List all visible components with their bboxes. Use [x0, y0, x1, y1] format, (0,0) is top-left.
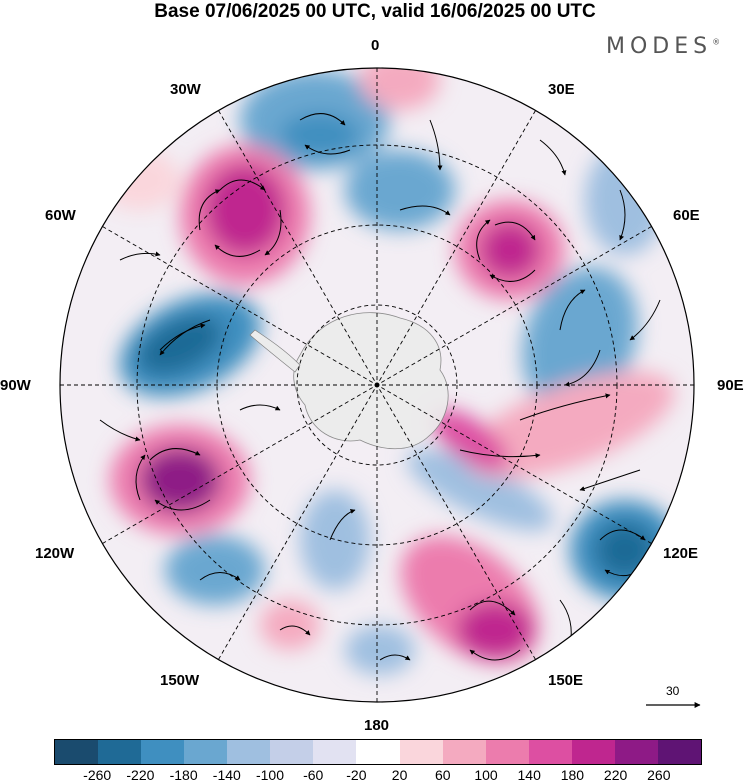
magenta-anomaly: [360, 68, 440, 110]
colorbar-swatch: [55, 740, 99, 764]
lon-label-150w: 150W: [160, 672, 200, 689]
lon-label-60e: 60E: [673, 207, 700, 224]
blue-anomaly: [137, 315, 223, 375]
blue-anomaly: [406, 449, 554, 531]
colorbar-tick-label: -140: [212, 767, 241, 783]
colorbar-tick-labels: -260 -220 -180 -140 -100 -60 -20 20 60 100 140 180 2…: [0, 767, 750, 783]
wind-vectors: [99, 113, 661, 661]
colorbar-swatch: [313, 740, 357, 764]
colorbar-tick-label: 20: [391, 767, 408, 783]
map-frame: [59, 67, 695, 703]
magenta-anomaly: [480, 222, 540, 278]
colorbar-tick-label: 140: [517, 767, 541, 783]
colorbar-swatch: [399, 740, 443, 764]
modes-logo: MODES®: [606, 34, 721, 59]
colorbar-tick-label: -20: [346, 767, 367, 783]
colorbar-tick-label: -260: [83, 767, 112, 783]
colorbar-tick-label: 180: [560, 767, 585, 783]
lon-label-90e: 90E: [717, 377, 744, 394]
blue-anomaly: [345, 625, 415, 675]
colorbar-swatch: [442, 740, 486, 764]
colorbar-swatch: [270, 740, 314, 764]
colorbar-swatch: [571, 740, 615, 764]
colorbar-tick-label: 100: [474, 767, 498, 783]
lon-label-60w: 60W: [45, 207, 76, 224]
map-title: Base 07/06/2025 00 UTC, valid 16/06/2025…: [154, 1, 596, 22]
colorbar-swatch: [184, 740, 228, 764]
magenta-anomaly: [457, 602, 533, 658]
colorbar-tick-label: -60: [303, 767, 324, 783]
lon-label-0: 0: [371, 37, 380, 54]
lon-label-120w: 120W: [35, 545, 75, 562]
colorbar-swatch: [356, 740, 400, 764]
magenta-anomaly: [260, 600, 320, 650]
lon-label-30e: 30E: [548, 81, 575, 98]
lon-label-150e: 150E: [548, 672, 584, 689]
magenta-anomaly: [140, 448, 220, 512]
colorbar-tick-label: -180: [169, 767, 198, 783]
colorbar-tick-label: 60: [435, 767, 451, 783]
blue-anomaly: [165, 535, 265, 605]
blue-anomaly: [345, 150, 455, 230]
blue-anomaly: [280, 113, 360, 157]
south-pole-marker: [374, 382, 380, 388]
colorbar-tick-label: 220: [603, 767, 628, 783]
lon-label-90w: 90W: [0, 377, 31, 394]
antarctica-landmass: [293, 312, 449, 450]
colorbar-swatch: [98, 740, 142, 764]
antarctic-peninsula: [249, 329, 301, 373]
anomaly-field: [60, 68, 694, 702]
colorbar: [54, 739, 702, 765]
colorbar-swatch: [485, 740, 529, 764]
blue-anomaly: [585, 145, 665, 255]
lon-label-180: 180: [364, 717, 390, 734]
lon-label-120e: 120E: [663, 545, 699, 562]
lon-label-30w: 30W: [170, 81, 201, 98]
colorbar-swatch: [528, 740, 572, 764]
colorbar-swatch: [227, 740, 271, 764]
colorbar-swatch: [614, 740, 658, 764]
colorbar-tick-label: 260: [647, 767, 671, 783]
blue-anomaly: [300, 490, 370, 590]
colorbar-swatch: [141, 740, 185, 764]
magenta-anomaly: [100, 150, 180, 210]
magenta-anomaly: [205, 165, 285, 255]
colorbar-swatch: [657, 740, 701, 764]
colorbar-tick-label: -100: [255, 767, 285, 783]
colorbar-tick-label: -220: [126, 767, 155, 783]
vector-scale-label: 30: [666, 684, 680, 698]
magenta-anomaly: [465, 371, 675, 479]
